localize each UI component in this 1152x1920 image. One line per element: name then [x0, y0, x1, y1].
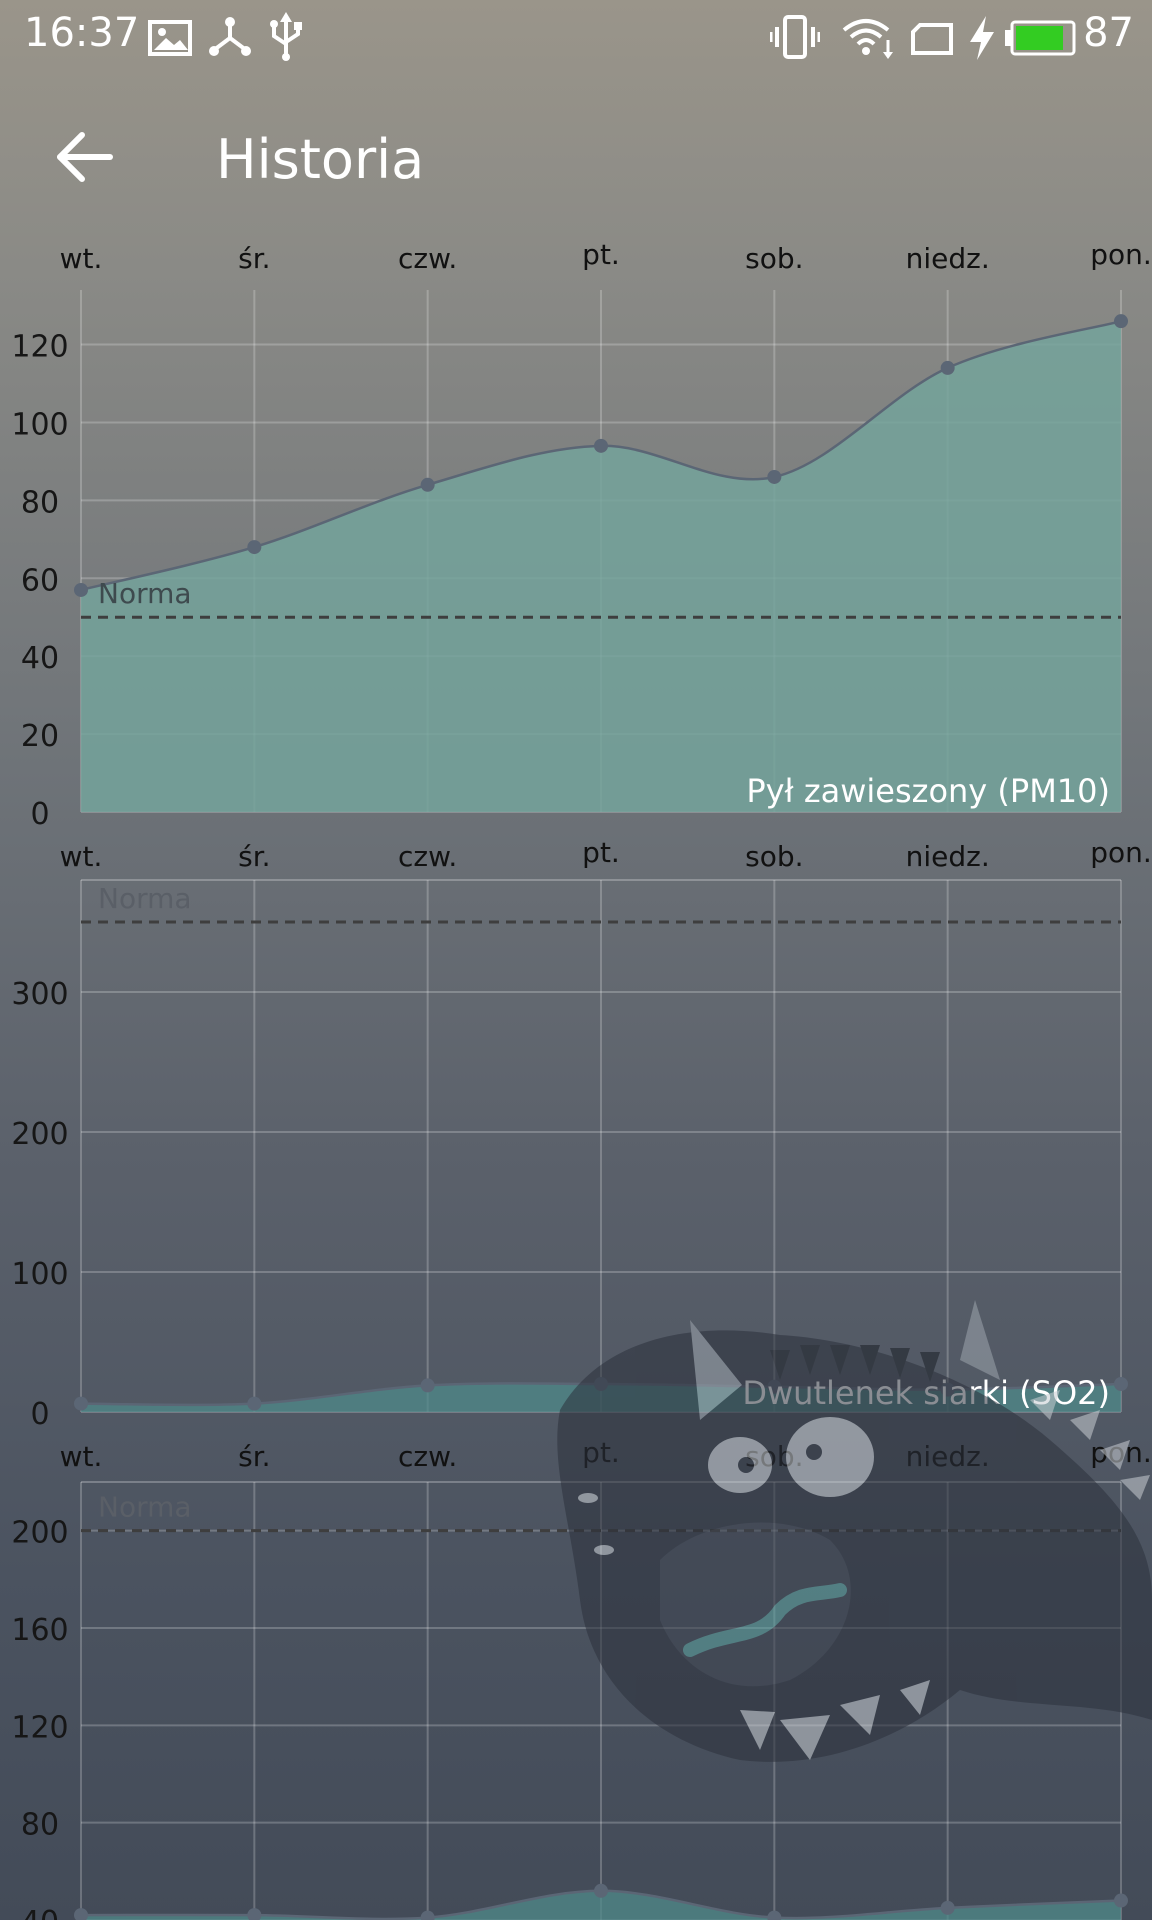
y-tick-label: 60 [21, 563, 59, 598]
y-tick-label: 40 [21, 1905, 59, 1920]
app-bar: Historia [0, 92, 1152, 222]
y-tick-label: 0 [30, 1397, 49, 1432]
data-point[interactable] [420, 477, 435, 492]
battery-percent: 87 [1083, 10, 1134, 56]
x-tick-label: śr. [238, 840, 270, 873]
data-point[interactable] [594, 1377, 608, 1391]
back-button[interactable] [40, 122, 130, 192]
data-point[interactable] [594, 1883, 608, 1898]
data-point[interactable] [74, 1908, 88, 1920]
data-point[interactable] [940, 360, 955, 375]
chart-1: 0 100 200 300 Norma wt. śr. czw. pt. sob. niedz. po… [11, 836, 1151, 1432]
y-tick-label: 160 [11, 1613, 68, 1648]
x-tick-label: sob. [745, 840, 803, 873]
y-tick-label: 200 [11, 1117, 68, 1152]
x-tick-label: sob. [745, 1440, 803, 1473]
y-tick-label: 100 [11, 1257, 68, 1292]
y-tick-label: 20 [21, 719, 59, 754]
y-tick-label: 120 [11, 1710, 68, 1745]
data-point[interactable] [1114, 314, 1128, 329]
charging-icon [970, 16, 994, 60]
x-tick-label: wt. [60, 1440, 103, 1473]
data-point[interactable] [767, 469, 782, 484]
status-time: 16:37 [24, 10, 140, 56]
x-tick-label: niedz. [906, 1440, 990, 1473]
y-tick-label: 80 [21, 1808, 59, 1843]
y-tick-label: 100 [11, 407, 68, 442]
x-tick-label: pt. [582, 836, 620, 869]
data-point[interactable] [247, 540, 262, 555]
arrow-back-icon [57, 132, 113, 182]
x-tick-label: pt. [582, 238, 620, 271]
y-tick-label: 40 [21, 641, 59, 676]
series-label: Dwutlenek siarki (SO2) [742, 1374, 1110, 1412]
x-tick-label: czw. [398, 242, 457, 275]
x-tick-label: czw. [398, 840, 457, 873]
y-tick-label: 120 [11, 330, 68, 365]
data-point[interactable] [594, 438, 608, 453]
data-point[interactable] [767, 1910, 782, 1920]
chart-0: 0 20 40 60 80 100 120 Norma wt. śr. czw. pt. sob. nie… [11, 238, 1151, 832]
data-point[interactable] [420, 1910, 435, 1920]
vibrate-icon [770, 15, 820, 59]
x-tick-label: wt. [60, 242, 103, 275]
series-area [81, 1890, 1121, 1920]
data-point[interactable] [1114, 1893, 1128, 1908]
x-tick-label: niedz. [906, 840, 990, 873]
y-tick-label: 300 [11, 977, 68, 1012]
screen-icon [911, 23, 953, 55]
x-tick-label: niedz. [906, 242, 990, 275]
chart-2: 40 80 120 160 200 Norma wt. śr. czw. pt. sob. niedz… [11, 1436, 1152, 1920]
x-tick-label: czw. [398, 1440, 457, 1473]
norm-label: Norma [98, 577, 192, 610]
x-tick-label: śr. [238, 1440, 270, 1473]
image-icon [148, 20, 192, 56]
x-tick-label: pt. [582, 1436, 620, 1469]
data-point[interactable] [74, 582, 88, 597]
x-tick-label: pon. [1090, 238, 1152, 271]
battery-icon [1005, 20, 1076, 56]
series-label: Pył zawieszony (PM10) [746, 772, 1110, 810]
y-tick-label: 200 [11, 1516, 68, 1551]
status-bar: 16:37 [0, 0, 1152, 76]
page-title: Historia [216, 128, 425, 191]
data-point[interactable] [247, 1908, 262, 1920]
data-point[interactable] [247, 1396, 262, 1411]
x-tick-label: sob. [745, 242, 803, 275]
data-point[interactable] [74, 1396, 88, 1411]
data-point[interactable] [420, 1378, 435, 1393]
x-tick-label: wt. [60, 840, 103, 873]
norm-label: Norma [98, 882, 192, 915]
share-icon [209, 17, 251, 56]
wifi-icon [842, 19, 893, 59]
data-point[interactable] [940, 1900, 955, 1915]
y-tick-label: 0 [30, 797, 49, 832]
x-tick-label: pon. [1090, 1436, 1152, 1469]
series-area [81, 321, 1121, 812]
norm-label: Norma [98, 1491, 192, 1524]
x-tick-label: śr. [238, 242, 270, 275]
usb-icon [270, 12, 302, 61]
data-point[interactable] [1114, 1377, 1128, 1391]
x-tick-label: pon. [1090, 836, 1152, 869]
y-tick-label: 80 [21, 485, 59, 520]
